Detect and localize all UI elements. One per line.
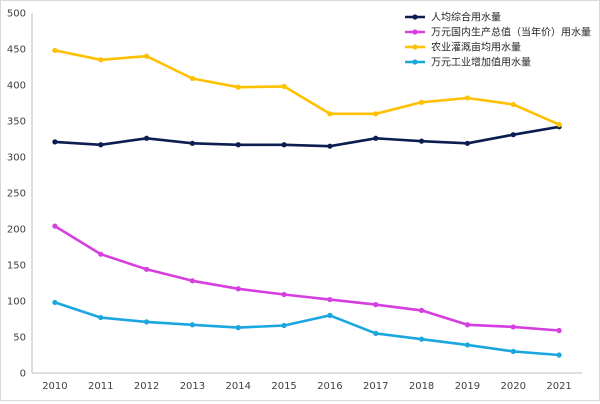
data-point	[327, 312, 333, 318]
data-point	[281, 142, 287, 148]
data-point	[418, 138, 425, 144]
legend-marker-4	[412, 59, 418, 65]
x-tick-label: 2013	[180, 381, 205, 392]
x-tick-label: 2016	[317, 381, 342, 392]
x-tick-label: 2021	[546, 381, 571, 392]
data-point	[52, 223, 58, 229]
legend-label-3: 农业灌溉亩均用水量	[431, 41, 521, 54]
y-tick-label: 0	[20, 369, 26, 380]
data-point	[189, 322, 196, 328]
data-point	[52, 299, 58, 306]
data-point	[52, 139, 58, 145]
x-tick-label: 2015	[271, 381, 296, 392]
x-tick-label: 2020	[501, 381, 526, 392]
y-tick-label: 50	[13, 333, 26, 344]
data-point	[418, 336, 425, 342]
data-point	[327, 143, 333, 149]
data-point	[373, 302, 379, 308]
data-point	[510, 132, 516, 138]
series-line-1	[53, 125, 561, 148]
data-point	[143, 53, 150, 59]
data-point	[143, 135, 150, 141]
x-tick-label: 2018	[409, 381, 434, 392]
y-tick-label: 500	[7, 9, 26, 20]
x-tick-label: 2011	[88, 381, 113, 392]
data-point	[556, 327, 562, 334]
series-line-3	[53, 49, 561, 126]
data-point	[464, 95, 471, 101]
data-point	[98, 142, 104, 148]
y-tick-label: 450	[7, 45, 26, 56]
data-point	[189, 278, 196, 284]
x-tick-label: 2019	[455, 381, 480, 392]
series-layer	[52, 47, 562, 358]
data-point	[143, 266, 150, 272]
data-point	[373, 135, 379, 141]
data-point	[98, 57, 104, 63]
data-point	[327, 296, 333, 303]
y-tick-label: 150	[7, 261, 26, 272]
series-line-4	[53, 301, 561, 357]
data-point	[464, 140, 471, 146]
data-point	[418, 99, 425, 105]
data-point	[98, 251, 104, 257]
legend-marker-1	[412, 14, 418, 20]
x-tick-label: 2012	[134, 381, 159, 392]
x-tick-label: 2010	[42, 381, 67, 392]
data-point	[327, 111, 333, 117]
data-point	[464, 322, 471, 328]
data-point	[235, 142, 241, 148]
legend-marker-3	[412, 44, 418, 50]
data-point	[510, 348, 516, 354]
legend: 人均综合用水量万元国内生产总值（当年价）用水量农业灌溉亩均用水量万元工业增加值用…	[405, 11, 591, 69]
data-point	[281, 291, 287, 298]
data-point	[418, 307, 425, 313]
legend-label-4: 万元工业增加值用水量	[431, 56, 531, 69]
data-point	[373, 111, 379, 117]
data-point	[52, 47, 58, 54]
x-tick-label: 2017	[363, 381, 388, 392]
y-tick-label: 400	[7, 81, 26, 92]
series-line-2	[53, 224, 561, 332]
legend-marker-2	[412, 29, 418, 35]
data-point	[235, 286, 241, 292]
x-tick-label: 2014	[226, 381, 251, 392]
data-point	[98, 314, 104, 321]
y-tick-label: 300	[7, 153, 26, 164]
axes: 0 50 100 150 200 250 300 350 400 450 500 2010 2011 20…	[7, 9, 582, 392]
y-tick-label: 100	[7, 297, 26, 308]
y-tick-label: 250	[7, 189, 26, 200]
data-point	[556, 122, 562, 128]
data-point	[281, 322, 287, 329]
data-point	[143, 319, 150, 325]
data-point	[235, 325, 241, 331]
data-point	[235, 84, 241, 90]
data-point	[510, 324, 516, 330]
data-point	[281, 83, 287, 90]
legend-label-1: 人均综合用水量	[431, 11, 501, 24]
data-point	[189, 140, 196, 146]
data-point	[556, 352, 562, 358]
data-point	[373, 330, 379, 336]
legend-label-2: 万元国内生产总值（当年价）用水量	[431, 26, 591, 39]
data-point	[464, 342, 471, 348]
y-tick-label: 350	[7, 117, 26, 128]
data-point	[189, 75, 196, 82]
data-point	[510, 101, 516, 108]
y-tick-label: 200	[7, 225, 26, 236]
